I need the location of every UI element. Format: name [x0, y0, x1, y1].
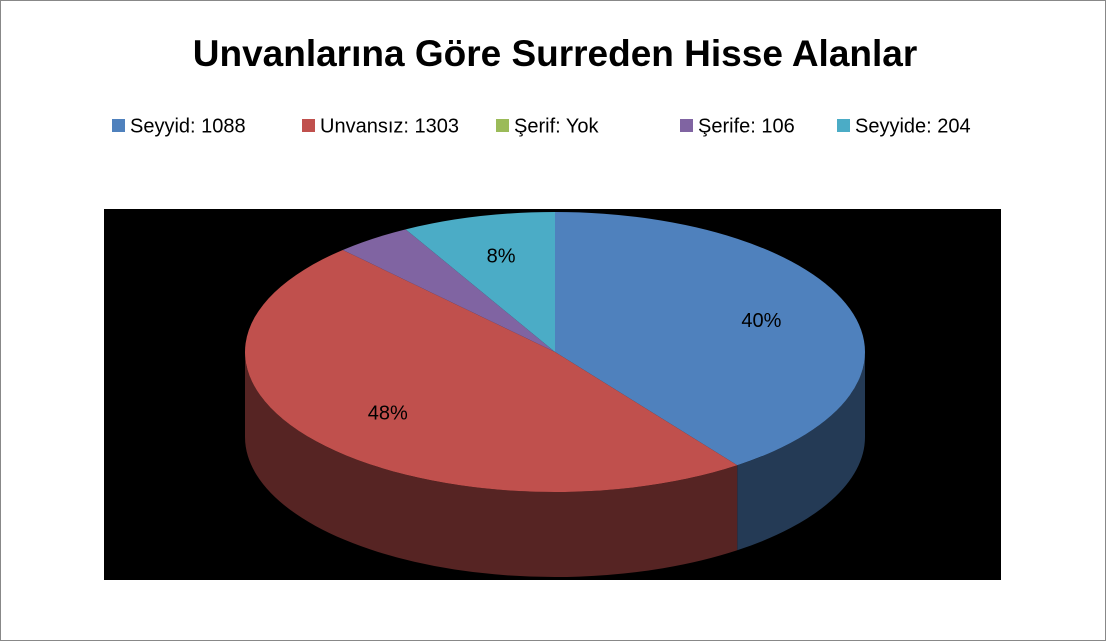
legend-swatch	[680, 119, 693, 132]
slice	[244, 249, 738, 577]
legend-swatch	[837, 119, 850, 132]
slice-top	[555, 212, 865, 466]
data-label: 4%	[344, 206, 373, 228]
legend-swatch	[496, 119, 509, 132]
data-label: 40%	[741, 310, 781, 332]
slice-top	[342, 229, 555, 352]
slice	[405, 212, 555, 352]
slice-side	[244, 352, 738, 577]
legend-label: Şerif: Yok	[514, 115, 600, 137]
chart-title: Unvanlarına Göre Surreden Hisse Alanlar	[193, 33, 918, 74]
legend-swatch	[112, 119, 125, 132]
data-label: 48%	[368, 403, 408, 425]
slice-side	[737, 352, 865, 551]
legend-swatch	[302, 119, 315, 132]
data-label: 8%	[487, 245, 516, 267]
legend-label: Unvansız: 1303	[320, 115, 459, 137]
slice	[555, 212, 865, 551]
legend-label: Seyyide: 204	[855, 115, 971, 137]
slice-top	[405, 212, 555, 352]
data-label: 0%	[311, 218, 340, 240]
legend-label: Şerife: 106	[698, 115, 795, 137]
slice-top	[245, 249, 738, 492]
legend-label: Seyyid: 1088	[130, 115, 246, 137]
slice	[342, 229, 555, 352]
